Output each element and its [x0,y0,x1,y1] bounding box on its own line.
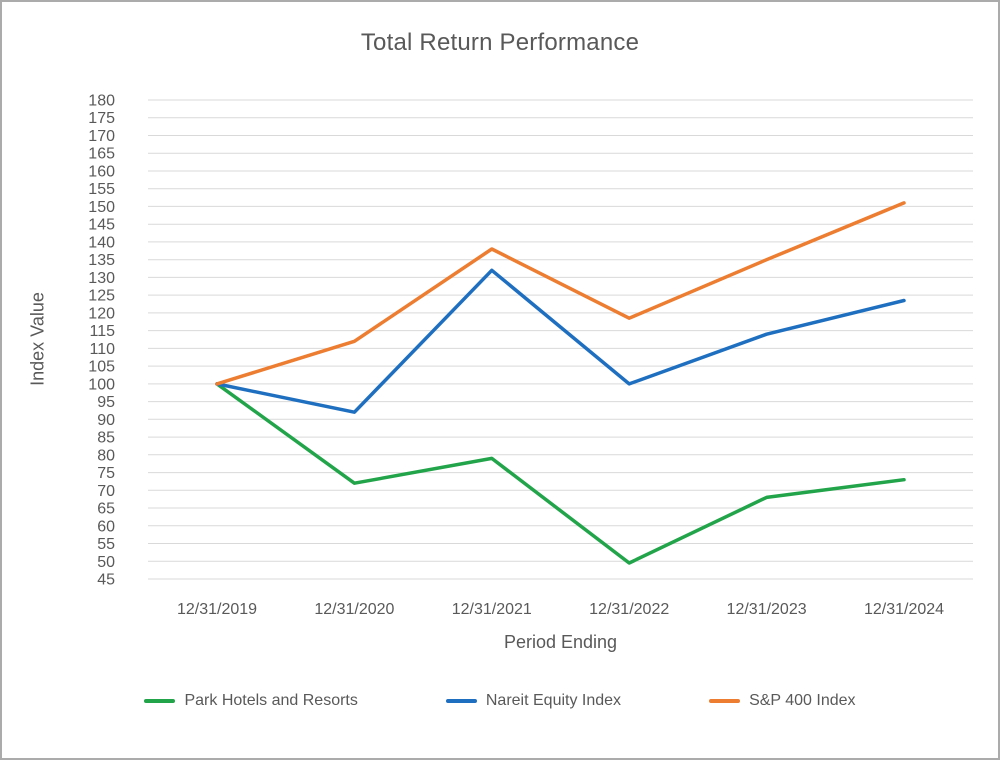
y-tick-label: 50 [97,554,115,571]
x-tick-labels: 12/31/2019 12/31/2020 12/31/2021 12/31/2022… [177,601,944,618]
legend-label: Nareit Equity Index [485,692,622,709]
y-tick-label: 150 [88,199,115,216]
y-tick-label: 155 [88,181,115,198]
y-tick-label: 120 [88,305,115,322]
y-tick-label: 100 [88,376,115,393]
x-tick-label: 12/31/2021 [452,601,532,618]
x-tick-label: 12/31/2024 [864,601,944,618]
chart-title: Total Return Performance [360,29,640,56]
legend-label: S&P 400 Index [749,692,856,709]
gridlines [148,99,973,580]
series-line-nareit-equity-index [215,268,906,414]
y-axis-title: Index Value [27,292,48,386]
y-tick-label: 130 [88,270,115,287]
series-line-s-p-400-index [215,201,906,386]
y-tick-label: 60 [97,518,115,535]
y-tick-label: 145 [88,217,115,234]
legend-label: Park Hotels and Resorts [184,692,358,709]
x-tick-label: 12/31/2023 [727,601,807,618]
y-tick-label: 65 [97,501,115,518]
legend-item-nareit: Nareit Equity Index [445,692,622,710]
y-tick-labels: 1801751701651601551501451401351301251201… [88,93,115,589]
legend-item-park-hotels: Park Hotels and Resorts [144,692,358,710]
y-tick-label: 115 [89,323,115,340]
x-axis-title: Period Ending [503,632,618,652]
y-tick-label: 95 [97,394,115,411]
y-tick-label: 70 [97,483,115,500]
y-tick-label: 180 [88,93,115,110]
legend-swatch-sp400 [709,699,741,703]
y-tick-label: 170 [88,128,115,145]
y-tick-label: 135 [88,252,115,269]
legend: Park Hotels and Resorts Nareit Equity In… [2,692,998,710]
y-tick-label: 55 [97,536,115,553]
legend-item-sp400: S&P 400 Index [709,692,856,710]
y-tick-label: 125 [88,288,115,305]
y-tick-label: 85 [97,430,115,447]
legend-swatch-park-hotels [144,699,176,703]
y-tick-label: 105 [88,359,115,376]
y-tick-label: 175 [88,110,115,127]
y-tick-label: 90 [97,412,115,429]
y-tick-label: 140 [88,234,115,251]
y-tick-label: 80 [97,447,115,464]
x-tick-label: 12/31/2019 [177,601,257,618]
y-tick-label: 165 [88,146,115,163]
x-tick-label: 12/31/2022 [589,601,669,618]
y-tick-label: 160 [88,164,115,181]
y-tick-label: 75 [97,465,115,482]
legend-swatch-nareit [445,699,477,703]
series-line-park-hotels-and-resorts [215,382,906,565]
y-tick-label: 110 [89,341,115,358]
y-tick-label: 45 [97,572,115,589]
x-tick-label: 12/31/2020 [314,601,394,618]
